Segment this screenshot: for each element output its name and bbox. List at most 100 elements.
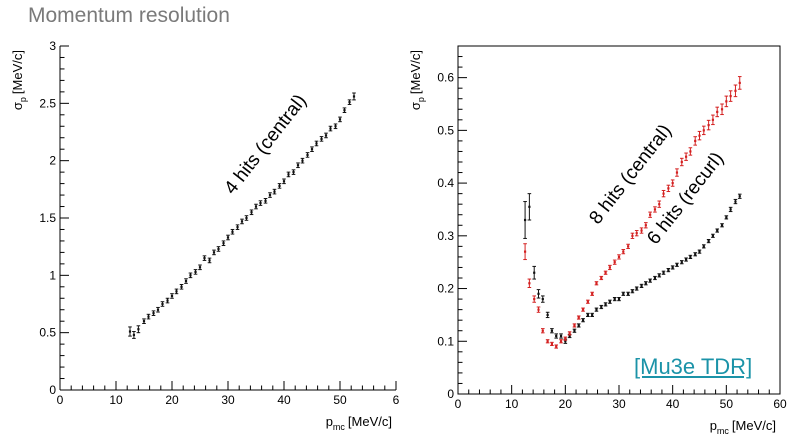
data-point (573, 329, 576, 332)
data-point (581, 308, 585, 311)
data-point (334, 125, 337, 128)
data-point (546, 313, 549, 317)
data-point (523, 250, 527, 253)
data-point (203, 257, 206, 260)
data-point (640, 284, 643, 288)
data-point (635, 232, 638, 235)
data-point (617, 297, 621, 301)
x-tick-label: 10 (109, 393, 123, 407)
x-tick-label: 30 (221, 393, 235, 407)
data-point (725, 100, 728, 103)
data-point (310, 148, 314, 151)
data-point (180, 285, 183, 288)
data-point (622, 292, 625, 295)
data-point (613, 297, 616, 301)
data-point (711, 234, 715, 237)
data-point (533, 271, 536, 274)
data-point (264, 199, 267, 202)
data-point (189, 274, 192, 277)
data-point (348, 101, 351, 104)
x-tick-label: 40 (666, 397, 680, 411)
data-point (694, 253, 697, 256)
data-point (734, 200, 737, 203)
x-tick-label: 20 (559, 397, 573, 411)
data-point (720, 108, 724, 111)
data-point (716, 229, 719, 232)
data-point (577, 316, 580, 319)
data-point (622, 250, 625, 253)
data-point (595, 282, 598, 285)
x-axis-title: pmc [MeV/c] (326, 414, 392, 432)
data-point (640, 229, 643, 232)
data-point (564, 340, 567, 343)
y-tick-label: 0.2 (437, 282, 454, 296)
data-point (259, 201, 262, 205)
data-point (231, 230, 234, 233)
data-point (716, 110, 719, 114)
data-point (702, 245, 705, 248)
data-point (689, 150, 692, 153)
data-point (528, 282, 531, 285)
data-point (577, 324, 580, 327)
data-point (729, 208, 732, 211)
data-point (689, 255, 692, 259)
data-point (604, 271, 607, 274)
data-point (684, 258, 688, 261)
x-tick-label: 60 (773, 397, 787, 411)
data-point (667, 268, 670, 272)
data-point (550, 342, 554, 346)
data-point (734, 89, 737, 92)
data-point (352, 95, 356, 98)
y-tick-label: 0.3 (437, 229, 454, 243)
mu3e-tdr-link[interactable]: [Mu3e TDR] (634, 354, 753, 379)
data-point (738, 195, 741, 198)
x-tick-label: 6 (393, 393, 400, 407)
y-tick-label: 2.5 (39, 96, 56, 110)
data-point (296, 164, 300, 167)
data-point (320, 137, 323, 140)
x-tick-label: 40 (277, 393, 291, 407)
data-point (586, 300, 589, 303)
data-point (627, 292, 630, 295)
y-tick-label: 1.5 (39, 211, 56, 225)
data-point (137, 328, 140, 331)
data-point (707, 123, 710, 127)
y-tick-label: 1 (49, 268, 56, 282)
data-point (217, 247, 220, 251)
series-annotation: 4 hits (central) (220, 91, 311, 199)
y-tick-label: 0.5 (437, 123, 454, 137)
y-tick-label: 0.5 (39, 326, 56, 340)
x-tick-label: 50 (720, 397, 734, 411)
data-point (675, 263, 679, 266)
data-point (581, 319, 585, 322)
data-point (559, 334, 563, 338)
data-point (156, 308, 160, 311)
series-black (128, 92, 356, 339)
x-tick-label: 50 (333, 393, 347, 407)
data-point (245, 216, 248, 220)
data-point (711, 118, 715, 121)
x-axis-title: pmc [MeV/c] (710, 418, 776, 436)
y-tick-label: 3 (49, 39, 56, 53)
data-point (226, 236, 230, 239)
data-point (175, 290, 178, 293)
data-point (537, 308, 540, 311)
data-point (329, 127, 332, 130)
data-point (644, 224, 647, 227)
data-point (273, 190, 276, 193)
data-point (568, 332, 571, 335)
data-point (254, 205, 258, 208)
data-point (653, 276, 657, 280)
data-point (604, 303, 607, 306)
y-tick-label: 0.6 (437, 71, 454, 85)
data-point (631, 290, 634, 293)
data-point (698, 250, 701, 253)
data-point (729, 94, 732, 98)
data-point (600, 276, 603, 280)
data-point (675, 171, 679, 174)
data-point (635, 287, 638, 290)
data-point (671, 181, 674, 185)
y-tick-label: 0.4 (437, 176, 454, 190)
data-point (658, 274, 661, 277)
